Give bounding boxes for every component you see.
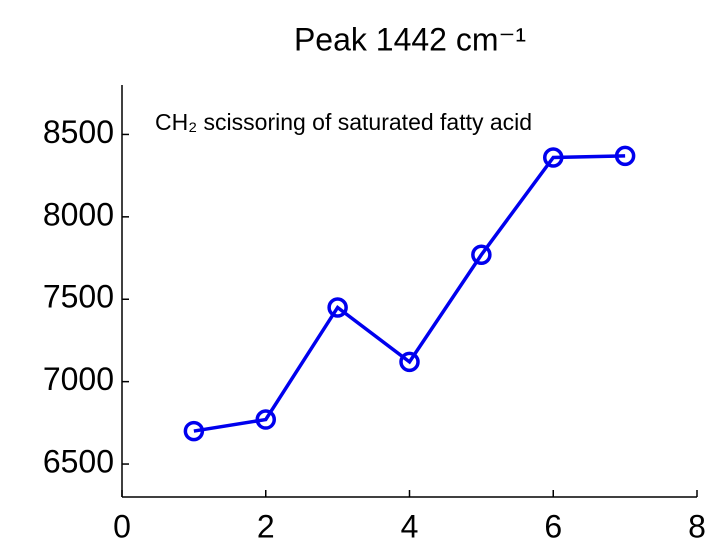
x-tick-label: 4 (401, 508, 419, 544)
y-tick-label: 6500 (43, 443, 114, 479)
y-tick-label: 7500 (43, 279, 114, 315)
series-line (193, 154, 626, 433)
point-marker (327, 297, 348, 318)
point-marker (183, 420, 205, 442)
y-tick-label: 8000 (43, 196, 114, 232)
point-marker (614, 145, 636, 167)
point-marker (399, 351, 420, 373)
x-tick-label: 0 (113, 508, 131, 544)
point-marker (255, 409, 276, 430)
point-marker (471, 244, 492, 265)
y-tick-label: 8500 (43, 114, 114, 150)
y-tick-label: 7000 (43, 361, 114, 397)
x-tick-label: 6 (544, 508, 562, 544)
chart-title: Peak 1442 cm⁻¹ (294, 21, 526, 57)
x-tick-label: 2 (257, 508, 275, 544)
annotation: CH₂ scissoring of saturated fatty acid (155, 109, 532, 135)
x-tick-label: 8 (688, 508, 706, 544)
point-marker (543, 147, 564, 168)
